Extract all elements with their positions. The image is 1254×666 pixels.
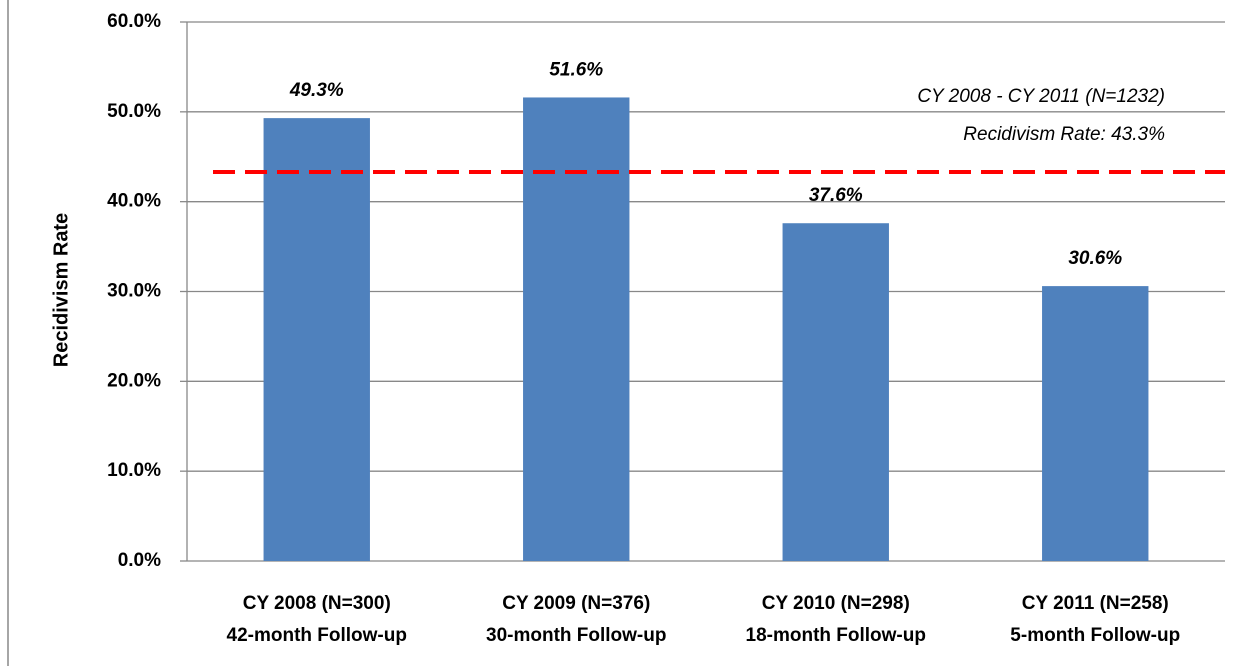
value-label: 37.6%	[809, 185, 863, 206]
value-label: 49.3%	[289, 80, 344, 101]
bar	[1042, 286, 1149, 561]
value-label: 30.6%	[1068, 248, 1122, 269]
bar	[782, 223, 889, 561]
x-tick-label: CY 2011 (N=258)	[1022, 593, 1169, 614]
x-tick-label: 5-month Follow-up	[1010, 625, 1180, 646]
reference-label: Recidivism Rate: 43.3%	[963, 124, 1165, 145]
x-tick-label: CY 2009 (N=376)	[502, 593, 650, 614]
chart-border	[7, 0, 9, 666]
x-tick-label: 18-month Follow-up	[746, 625, 926, 646]
bar	[523, 97, 630, 562]
reference-label: CY 2008 - CY 2011 (N=1232)	[917, 86, 1165, 107]
x-tick-label: CY 2010 (N=298)	[762, 593, 910, 614]
y-tick-label: 50.0%	[107, 101, 161, 122]
y-tick-label: 40.0%	[107, 191, 161, 212]
y-tick-label: 10.0%	[107, 460, 161, 481]
y-tick-label: 20.0%	[107, 370, 161, 391]
y-axis-label: Recidivism Rate	[50, 213, 72, 368]
x-tick-label: 42-month Follow-up	[227, 625, 407, 646]
y-tick-label: 60.0%	[107, 11, 161, 32]
y-tick-label: 30.0%	[107, 281, 161, 302]
bar	[263, 118, 370, 561]
value-label: 51.6%	[549, 59, 603, 80]
x-tick-label: 30-month Follow-up	[486, 625, 666, 646]
y-tick-label: 0.0%	[118, 550, 161, 571]
x-tick-label: CY 2008 (N=300)	[243, 593, 391, 614]
